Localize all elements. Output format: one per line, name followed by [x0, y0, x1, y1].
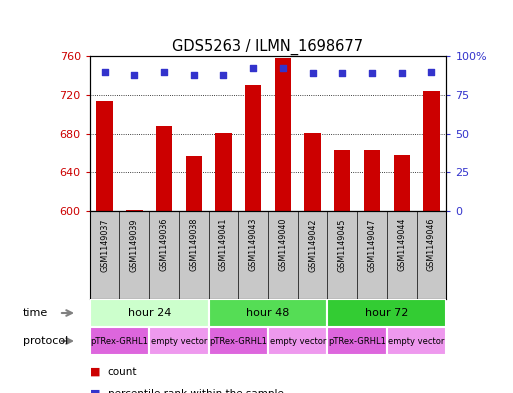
Text: protocol: protocol: [23, 336, 68, 346]
Text: GSM1149047: GSM1149047: [367, 218, 377, 272]
Bar: [327, 327, 387, 355]
Point: [249, 65, 258, 72]
Text: percentile rank within the sample: percentile rank within the sample: [108, 389, 284, 393]
Text: hour 24: hour 24: [128, 308, 171, 318]
Bar: [209, 299, 327, 327]
Bar: [275, 58, 291, 211]
Bar: [90, 327, 149, 355]
Bar: [393, 155, 410, 211]
Text: pTRex-GRHL1: pTRex-GRHL1: [209, 336, 267, 345]
Point: [368, 70, 376, 76]
Bar: [364, 150, 380, 211]
Point: [308, 70, 317, 76]
Text: GSM1149043: GSM1149043: [249, 218, 258, 272]
Point: [101, 68, 109, 75]
Bar: [334, 150, 350, 211]
Bar: [245, 85, 261, 211]
Text: pTRex-GRHL1: pTRex-GRHL1: [328, 336, 386, 345]
Bar: [327, 299, 446, 327]
Bar: [209, 327, 268, 355]
Text: empty vector: empty vector: [269, 336, 326, 345]
Text: GSM1149039: GSM1149039: [130, 218, 139, 272]
Text: time: time: [23, 308, 48, 318]
Point: [220, 72, 228, 78]
Text: pTRex-GRHL1: pTRex-GRHL1: [91, 336, 148, 345]
Text: GSM1149036: GSM1149036: [160, 218, 169, 272]
Text: GSM1149042: GSM1149042: [308, 218, 317, 272]
Bar: [304, 132, 321, 211]
Point: [190, 72, 198, 78]
Text: GSM1149037: GSM1149037: [100, 218, 109, 272]
Text: GSM1149041: GSM1149041: [219, 218, 228, 272]
Text: GSM1149046: GSM1149046: [427, 218, 436, 272]
Text: ■: ■: [90, 389, 100, 393]
Text: empty vector: empty vector: [151, 336, 207, 345]
Text: hour 72: hour 72: [365, 308, 408, 318]
Text: ■: ■: [90, 367, 100, 377]
Point: [398, 70, 406, 76]
Bar: [90, 299, 209, 327]
Point: [160, 68, 168, 75]
Bar: [126, 210, 143, 211]
Text: GSM1149040: GSM1149040: [279, 218, 287, 272]
Point: [279, 65, 287, 72]
Text: GSM1149045: GSM1149045: [338, 218, 347, 272]
Point: [427, 68, 436, 75]
Point: [130, 72, 139, 78]
Text: count: count: [108, 367, 137, 377]
Point: [338, 70, 346, 76]
Bar: [186, 156, 202, 211]
Text: hour 48: hour 48: [246, 308, 290, 318]
Title: GDS5263 / ILMN_1698677: GDS5263 / ILMN_1698677: [172, 39, 364, 55]
Text: GSM1149038: GSM1149038: [189, 218, 198, 272]
Bar: [268, 327, 327, 355]
Bar: [156, 126, 172, 211]
Bar: [149, 327, 209, 355]
Bar: [96, 101, 113, 211]
Text: empty vector: empty vector: [388, 336, 445, 345]
Bar: [423, 91, 440, 211]
Text: GSM1149044: GSM1149044: [397, 218, 406, 272]
Bar: [215, 132, 232, 211]
Bar: [387, 327, 446, 355]
